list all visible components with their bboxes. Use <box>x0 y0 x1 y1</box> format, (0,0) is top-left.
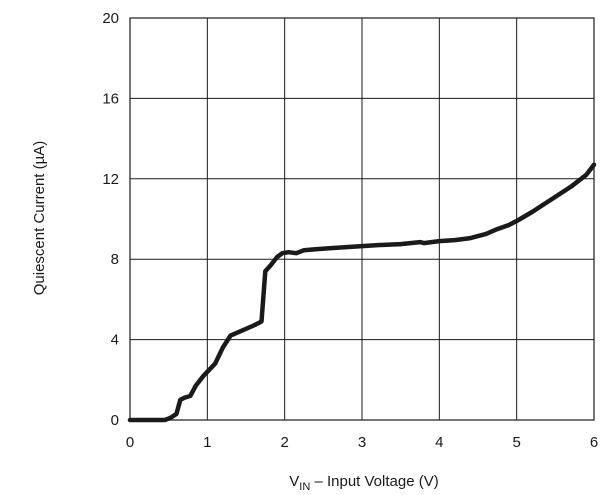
x-tick-label: 5 <box>512 434 520 451</box>
series-line-quiescent-current <box>127 162 597 423</box>
y-tick-label: 12 <box>102 171 119 188</box>
x-tick-label: 3 <box>358 434 366 451</box>
plot-frame <box>129 17 595 421</box>
x-tick-label: 6 <box>590 434 598 451</box>
x-axis-title: VIN – Input Voltage (V) <box>289 473 438 493</box>
y-tick-label: 4 <box>111 332 119 349</box>
x-tick-label: 4 <box>435 434 443 451</box>
x-axis-title-main: V <box>289 473 299 490</box>
x-tick-label: 1 <box>203 434 211 451</box>
x-tick-label: 2 <box>280 434 288 451</box>
x-axis-title-rest: – Input Voltage (V) <box>310 473 438 490</box>
x-tick-label: 0 <box>126 434 134 451</box>
x-axis-title-subscript: IN <box>299 481 310 493</box>
x-tick-labels: 0 1 2 3 4 5 6 <box>126 434 598 451</box>
y-tick-label: 8 <box>111 251 119 268</box>
y-tick-label: 0 <box>111 412 119 429</box>
y-tick-label: 16 <box>102 90 119 107</box>
y-tick-labels: 0 4 8 12 16 20 <box>102 10 119 429</box>
y-axis-title: Quiescent Current (µA) <box>31 141 48 296</box>
y-tick-label: 20 <box>102 10 119 27</box>
